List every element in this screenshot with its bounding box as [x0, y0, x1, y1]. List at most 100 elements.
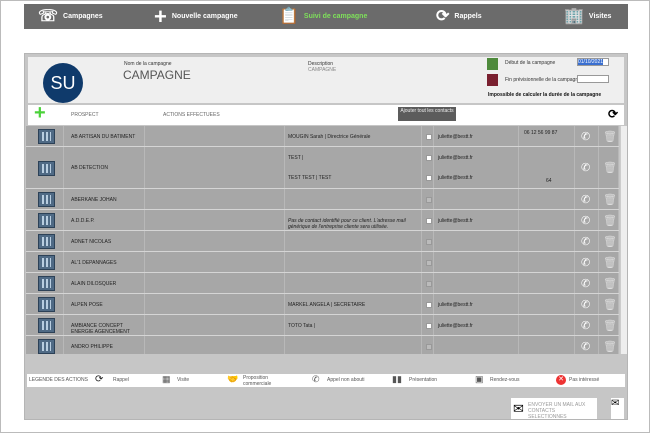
cell	[434, 273, 519, 293]
plus-icon: +	[154, 3, 167, 29]
nav-nouvelle-campagne[interactable]: + Nouvelle campagne	[154, 3, 238, 29]
cell	[64, 294, 145, 314]
legend-pas-interesse: Pas intéressé	[569, 377, 600, 383]
contact-checkbox[interactable]	[426, 155, 432, 161]
trash-icon[interactable]: 🗑	[603, 214, 617, 227]
cell	[575, 210, 599, 230]
cell	[422, 336, 434, 354]
cell	[145, 273, 285, 293]
duration-message: Impossible de calculer la durée de la ca…	[488, 92, 602, 98]
cell	[145, 210, 285, 230]
prospect-name[interactable]: ANDRO PHILIPPE	[71, 343, 113, 350]
cell	[26, 273, 64, 293]
trash-icon[interactable]: 🗑	[603, 162, 617, 174]
cell	[575, 294, 599, 314]
table-row: AL'1 DEPANNAGES ✆ 🗑	[26, 252, 619, 273]
cell	[422, 273, 434, 293]
contact-checkbox[interactable]	[426, 217, 432, 224]
cell	[285, 315, 422, 335]
prospect-name[interactable]: ALAIN DILOSQUER	[71, 280, 117, 287]
trash-icon[interactable]: 🗑	[603, 256, 617, 269]
call-icon[interactable]: ✆	[581, 214, 591, 227]
contact-checkbox[interactable]	[426, 301, 432, 308]
book-icon: ▮▮	[392, 374, 402, 384]
cell	[599, 294, 619, 314]
calendar-start-icon	[487, 58, 498, 70]
contact-email: juliette@bestt.fr	[438, 217, 473, 224]
callback-icon: ⟳	[95, 374, 104, 385]
call-icon[interactable]: ✆	[581, 319, 591, 332]
list-toolbar: + PROSPECT ACTIONS EFFECTUEES Ajouter to…	[28, 102, 624, 125]
cell	[64, 336, 145, 354]
contact-checkbox[interactable]	[426, 322, 432, 329]
cell	[64, 210, 145, 230]
send-mail-button[interactable]: ✉ ENVOYER UN MAIL AUX CONTACTS SELECTION…	[511, 398, 597, 420]
add-prospect-icon[interactable]: +	[34, 102, 46, 124]
prospect-name[interactable]: AB ARTISAN DU BATIMENT	[71, 133, 136, 140]
cell	[64, 231, 145, 251]
legend-rappel: Rappel	[113, 377, 129, 383]
cell	[599, 231, 619, 251]
call-icon[interactable]: ✆	[581, 340, 591, 353]
contact-checkbox[interactable]	[426, 175, 432, 181]
prospect-name[interactable]: A.D.D.E.P.	[71, 217, 95, 224]
cell	[145, 252, 285, 272]
cell	[145, 189, 285, 209]
prospect-name[interactable]: AL'1 DEPANNAGES	[71, 259, 117, 266]
cell	[434, 147, 519, 188]
building-icon	[38, 129, 55, 144]
trash-icon[interactable]: 🗑	[603, 298, 617, 311]
call-icon[interactable]: ✆	[581, 256, 591, 269]
cell	[145, 231, 285, 251]
call-icon[interactable]: ✆	[581, 193, 591, 206]
trash-icon[interactable]: 🗑	[603, 340, 617, 353]
contact-email: juliette@bestt.fr	[438, 155, 473, 161]
cell	[145, 147, 285, 188]
contact-checkbox	[426, 196, 432, 203]
trash-icon[interactable]: 🗑	[603, 319, 617, 332]
cell	[285, 294, 422, 314]
add-all-contacts-button[interactable]: Ajouter tout les contacts	[398, 107, 456, 121]
trash-icon[interactable]: 🗑	[603, 235, 617, 248]
prospect-name[interactable]: ALPEN POSE	[71, 301, 103, 308]
mail-settings-icon[interactable]: ✉	[611, 398, 624, 419]
cell	[285, 252, 422, 272]
prospect-name[interactable]: ABERKANE JOHAN	[71, 196, 117, 203]
trash-icon[interactable]: 🗑	[603, 193, 617, 206]
call-icon[interactable]: ✆	[581, 162, 591, 174]
nav-suivi-campagne[interactable]: 📋 Suivi de campagne	[279, 7, 368, 25]
end-date-input[interactable]	[577, 75, 609, 83]
cell	[519, 126, 575, 146]
prospect-name[interactable]: ADNET NICOLAS	[71, 238, 112, 245]
trash-icon[interactable]: 🗑	[603, 130, 617, 143]
contact-label: TOTO Tata |	[288, 322, 316, 329]
cell	[575, 252, 599, 272]
call-icon[interactable]: ✆	[581, 130, 591, 143]
start-date-input[interactable]: 01/10/2021	[577, 58, 609, 66]
cell	[519, 210, 575, 230]
table-row: AMBIANCE CONCEPT ENERGIE AGENCEMENT TOTO …	[26, 315, 619, 336]
nav-rappels[interactable]: ⟳ Rappels	[436, 7, 482, 25]
prospect-name[interactable]: AMBIANCE CONCEPT ENERGIE AGENCEMENT	[71, 322, 130, 335]
trash-icon[interactable]: 🗑	[603, 277, 617, 290]
call-icon[interactable]: ✆	[581, 298, 591, 311]
cell	[422, 294, 434, 314]
contact-checkbox	[426, 259, 432, 266]
table-row: A.D.D.E.P. Pas de contact identifié pour …	[26, 210, 619, 231]
refresh-icon[interactable]: ⟳	[608, 107, 619, 121]
cell	[422, 231, 434, 251]
contact-label: MARKEL ANGELA | SECRETAIRE	[288, 301, 366, 308]
contact-checkbox[interactable]	[426, 133, 432, 140]
call-icon[interactable]: ✆	[581, 277, 591, 290]
prospect-list: ANDRO PHILIPPE ✆ 🗑 AMBIANCE CONCEPT ENERGIE…	[26, 126, 627, 354]
cell	[145, 336, 285, 354]
prospect-name[interactable]: AB DETECTION	[71, 165, 108, 171]
building-icon	[38, 213, 55, 228]
nav-campagnes[interactable]: ☏ Campagnes	[38, 7, 103, 25]
cell	[26, 189, 64, 209]
scrollbar[interactable]	[620, 126, 627, 354]
start-date-value: 01/10/2021	[578, 59, 604, 65]
cell	[599, 273, 619, 293]
call-icon[interactable]: ✆	[581, 235, 591, 248]
nav-visites[interactable]: 🏢 Visites	[564, 7, 612, 25]
